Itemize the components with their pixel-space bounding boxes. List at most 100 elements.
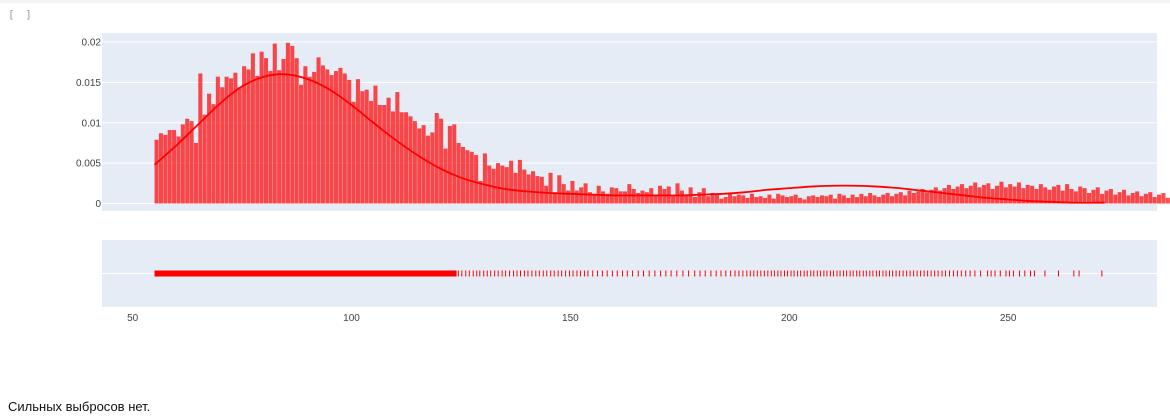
x-tick-labels: 50 100 150 200 250 bbox=[127, 313, 1017, 324]
histogram-bar bbox=[465, 150, 470, 204]
histogram-bar bbox=[933, 187, 938, 204]
histogram-bar bbox=[154, 139, 159, 204]
histogram-bar bbox=[526, 174, 531, 204]
histogram-bar bbox=[1091, 189, 1096, 204]
histogram-bar bbox=[671, 196, 676, 204]
histogram-bar bbox=[587, 192, 592, 204]
histogram-bar bbox=[180, 124, 185, 204]
histogram-bar bbox=[898, 192, 903, 204]
histogram-bar bbox=[942, 188, 947, 204]
histogram-bar bbox=[763, 197, 768, 204]
histogram-bar bbox=[1165, 197, 1170, 204]
histogram-bar bbox=[522, 169, 527, 204]
histogram-bar bbox=[1143, 193, 1148, 204]
histogram-bar bbox=[456, 142, 461, 204]
notebook-top-bar bbox=[0, 0, 1170, 3]
histogram-bar bbox=[246, 69, 251, 204]
histogram-bar bbox=[1135, 191, 1140, 204]
x-tick-label: 250 bbox=[1000, 313, 1017, 324]
histogram-bar bbox=[1073, 191, 1078, 204]
histogram-bar bbox=[1100, 193, 1105, 204]
histogram-bar bbox=[806, 196, 811, 204]
histogram-bar bbox=[710, 193, 715, 204]
histogram-bar bbox=[408, 116, 413, 204]
rug-marks bbox=[154, 270, 1103, 277]
histogram-bar bbox=[920, 188, 925, 204]
histogram-bar bbox=[574, 190, 579, 204]
kde-curve bbox=[153, 73, 1105, 204]
histogram-bar bbox=[395, 92, 400, 204]
histogram-bar bbox=[1016, 182, 1021, 204]
histogram-bar bbox=[1117, 192, 1122, 204]
histogram-bar bbox=[1043, 187, 1048, 204]
histogram-bar bbox=[973, 182, 978, 204]
histogram-bar bbox=[622, 191, 628, 204]
histogram-bar bbox=[377, 104, 382, 204]
histogram-bar bbox=[566, 190, 571, 204]
histogram-bar bbox=[207, 93, 212, 204]
cell-execution-prompt[interactable]: [ ] bbox=[8, 8, 34, 21]
y-tick-label: 0.005 bbox=[76, 159, 101, 170]
histogram-bar bbox=[233, 72, 238, 204]
histogram-bar bbox=[798, 197, 803, 204]
histogram-bar bbox=[605, 193, 610, 204]
histogram-bar bbox=[1025, 184, 1030, 204]
histogram-bar bbox=[535, 176, 540, 204]
histogram-bar bbox=[338, 67, 343, 204]
histogram-bar bbox=[995, 185, 1000, 204]
histogram-bar bbox=[185, 118, 190, 204]
histogram-bar bbox=[1065, 184, 1070, 204]
histogram-bar bbox=[298, 84, 304, 204]
histogram-bar bbox=[1095, 187, 1100, 204]
histogram-bar bbox=[579, 187, 584, 204]
cell-output-text: Сильных выбросов нет. bbox=[8, 399, 151, 414]
histogram-bar bbox=[1086, 193, 1092, 204]
histogram-bar bbox=[701, 188, 706, 204]
histogram-bar bbox=[517, 159, 522, 204]
histogram-bar bbox=[1038, 184, 1043, 204]
histogram-bar bbox=[539, 176, 544, 204]
y-tick-label: 0.02 bbox=[82, 38, 102, 49]
histogram-bar bbox=[723, 197, 728, 204]
x-tick-label: 100 bbox=[343, 313, 360, 324]
histogram-bar bbox=[885, 193, 890, 204]
histogram-bar bbox=[837, 193, 842, 204]
histogram-bar bbox=[968, 185, 973, 204]
histogram-bar bbox=[732, 196, 737, 204]
histogram-bar bbox=[557, 175, 562, 204]
histogram-bar bbox=[447, 125, 452, 204]
histogram-bar bbox=[754, 197, 759, 204]
histogram-bar bbox=[469, 151, 474, 204]
histogram-bar bbox=[1051, 186, 1057, 204]
histogram-bar bbox=[727, 193, 733, 204]
histogram-bar bbox=[1139, 196, 1144, 204]
histogram-bar bbox=[329, 75, 334, 204]
histogram-bar bbox=[881, 194, 886, 204]
histogram-bar bbox=[907, 190, 912, 204]
histogram-bar bbox=[1030, 185, 1035, 204]
histogram-bar bbox=[277, 70, 282, 204]
histogram-bar bbox=[741, 195, 746, 204]
histogram-bar bbox=[828, 194, 833, 204]
histogram-bar bbox=[369, 100, 374, 204]
histogram-bar bbox=[841, 195, 846, 204]
histogram-bar bbox=[990, 188, 995, 204]
histogram-bar bbox=[1003, 187, 1008, 204]
histogram-bar bbox=[202, 114, 207, 204]
histogram-bar bbox=[220, 87, 225, 204]
histogram-bar bbox=[495, 163, 501, 204]
histogram-bar bbox=[802, 199, 807, 204]
histogram-bar bbox=[911, 193, 916, 204]
histogram-bar bbox=[924, 192, 930, 204]
histogram-bar bbox=[255, 75, 260, 204]
histogram-bar bbox=[719, 198, 724, 204]
histogram-bar bbox=[404, 112, 409, 204]
histogram-bar bbox=[903, 195, 908, 204]
histogram-bar bbox=[1078, 186, 1083, 204]
histogram-bar bbox=[531, 171, 536, 204]
histogram-bar bbox=[482, 153, 487, 204]
y-tick-label: 0 bbox=[95, 199, 101, 210]
histogram-bar bbox=[360, 91, 365, 204]
histogram-bar bbox=[268, 71, 273, 204]
histogram-bar bbox=[334, 71, 339, 204]
